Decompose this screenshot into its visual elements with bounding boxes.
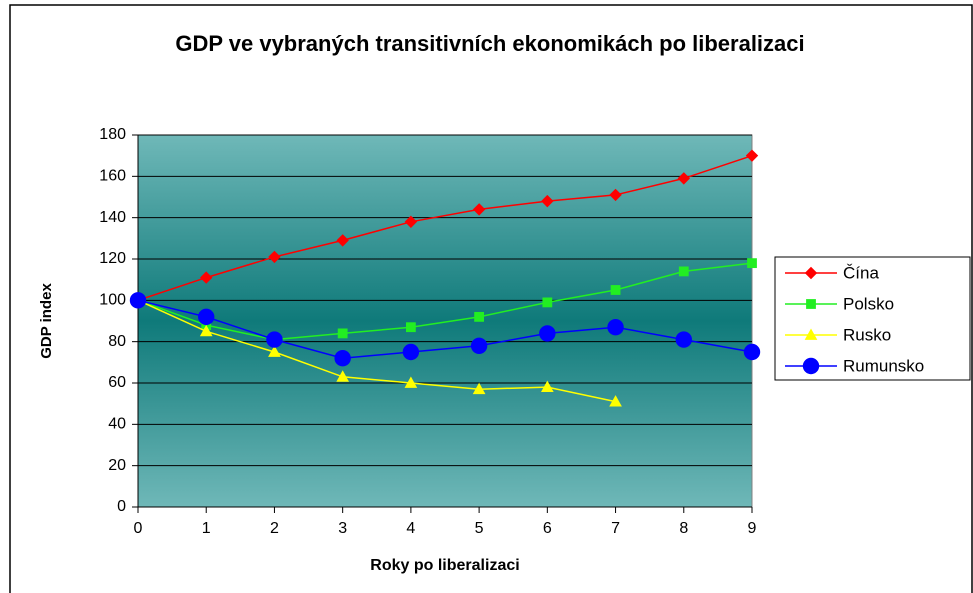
marker: [470, 337, 488, 354]
y-tick-label: 0: [117, 498, 126, 515]
marker: [609, 395, 622, 407]
marker: [402, 343, 420, 361]
legend-label: Rumunsko: [843, 356, 924, 375]
legend-label: Čína: [843, 263, 879, 282]
y-tick-label: 20: [108, 457, 126, 474]
y-tick-label: 40: [108, 416, 126, 433]
marker: [404, 215, 418, 229]
marker: [336, 234, 349, 247]
legend-label: Polsko: [843, 294, 894, 313]
marker: [472, 382, 486, 395]
x-tick-label: 6: [543, 520, 552, 537]
y-tick-label: 160: [99, 168, 126, 185]
marker: [747, 258, 757, 269]
marker: [268, 345, 281, 357]
x-tick-label: 0: [134, 520, 143, 537]
marker: [677, 172, 690, 185]
y-tick-label: 80: [108, 333, 126, 350]
marker: [266, 331, 283, 348]
series-line: [137, 299, 753, 359]
x-axis-label: Roky po liberalizaci: [370, 557, 519, 574]
y-tick-label: 180: [99, 126, 126, 143]
marker: [609, 188, 622, 202]
marker: [743, 343, 761, 361]
marker: [337, 328, 348, 339]
x-tick-label: 8: [679, 520, 688, 537]
y-tick-label: 60: [108, 374, 126, 391]
legend-label: Rusko: [843, 325, 891, 344]
legend-marker: [802, 357, 820, 375]
x-tick-label: 4: [406, 520, 415, 537]
marker: [336, 370, 350, 382]
marker: [607, 319, 624, 336]
series-line: [137, 262, 753, 341]
x-tick-label: 9: [748, 520, 757, 537]
marker: [334, 350, 351, 367]
marker: [472, 203, 486, 216]
y-tick-label: 100: [99, 292, 126, 309]
x-tick-label: 2: [270, 520, 279, 537]
plot-area: [137, 134, 753, 508]
series-line: [137, 299, 616, 403]
y-tick-label: 120: [99, 250, 126, 267]
chart-title: GDP ve vybraných transitivních ekonomiká…: [175, 31, 805, 56]
marker: [198, 308, 215, 326]
marker: [200, 271, 213, 284]
y-axis-label: GDP index: [38, 283, 55, 359]
y-tick-label: 140: [99, 209, 126, 226]
marker: [542, 297, 553, 308]
marker: [678, 266, 689, 277]
x-tick-label: 5: [475, 520, 484, 537]
marker: [610, 285, 621, 295]
marker: [541, 194, 554, 208]
legend-marker: [806, 299, 816, 309]
marker: [129, 292, 147, 309]
marker: [268, 250, 281, 264]
marker: [199, 324, 213, 337]
legend-marker: [804, 266, 818, 280]
x-tick-label: 1: [202, 520, 211, 537]
marker: [539, 325, 556, 342]
series-line: [137, 154, 753, 302]
marker: [675, 331, 692, 348]
x-tick-label: 3: [338, 520, 347, 537]
x-tick-label: 7: [611, 520, 620, 537]
marker: [474, 311, 485, 322]
marker: [745, 149, 759, 162]
marker: [540, 380, 554, 393]
marker: [405, 322, 416, 333]
legend-marker: [804, 328, 818, 340]
marker: [404, 376, 418, 388]
